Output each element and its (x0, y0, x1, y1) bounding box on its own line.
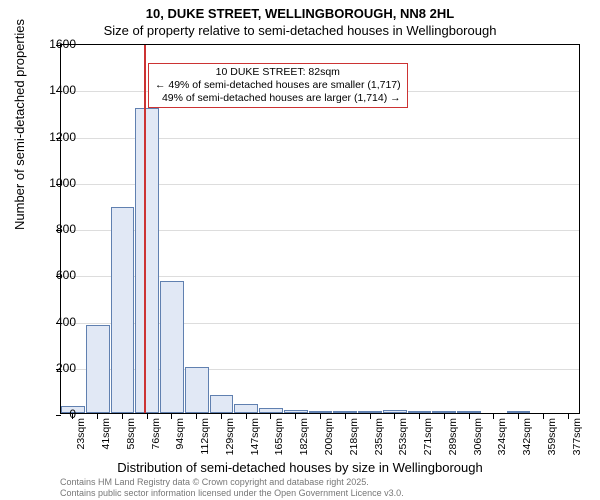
xtick-label: 147sqm (249, 418, 261, 455)
xtick-mark (270, 414, 271, 419)
xtick-mark (394, 414, 395, 419)
property-callout: 10 DUKE STREET: 82sqm← 49% of semi-detac… (148, 63, 408, 108)
xtick-label: 94sqm (174, 418, 186, 450)
ytick-label: 1600 (36, 37, 76, 51)
xtick-mark (221, 414, 222, 419)
footer-line1: Contains HM Land Registry data © Crown c… (60, 477, 404, 487)
xtick-mark (196, 414, 197, 419)
callout-line2: ← 49% of semi-detached houses are smalle… (155, 79, 401, 92)
histogram-bar (111, 207, 135, 413)
plot-region: 10 DUKE STREET: 82sqm← 49% of semi-detac… (60, 44, 580, 414)
xtick-mark (568, 414, 569, 419)
histogram-bar (457, 411, 481, 413)
histogram-bar (358, 411, 382, 413)
histogram-bar (309, 411, 333, 413)
callout-line3: 49% of semi-detached houses are larger (… (155, 92, 401, 105)
xtick-mark (543, 414, 544, 419)
histogram-bar (284, 410, 308, 413)
xtick-label: 235sqm (373, 418, 385, 455)
ytick-label: 1000 (36, 176, 76, 190)
xtick-mark (469, 414, 470, 419)
xtick-label: 41sqm (100, 418, 112, 450)
ytick-label: 0 (36, 407, 76, 421)
xtick-mark (320, 414, 321, 419)
footer-attribution: Contains HM Land Registry data © Crown c… (60, 477, 404, 498)
xtick-label: 58sqm (125, 418, 137, 450)
callout-line1: 10 DUKE STREET: 82sqm (155, 66, 401, 79)
ytick-label: 200 (36, 361, 76, 375)
xtick-label: 129sqm (224, 418, 236, 455)
histogram-bar (135, 108, 159, 413)
xtick-label: 324sqm (496, 418, 508, 455)
xtick-label: 112sqm (199, 418, 211, 455)
ytick-label: 1200 (36, 130, 76, 144)
histogram-bar (86, 325, 110, 413)
xtick-mark (419, 414, 420, 419)
xtick-mark (97, 414, 98, 419)
property-marker-line (144, 45, 146, 413)
xtick-mark (147, 414, 148, 419)
ytick-label: 1400 (36, 83, 76, 97)
xtick-label: 377sqm (571, 418, 583, 455)
histogram-bar (408, 411, 432, 413)
y-axis-label: Number of semi-detached properties (12, 19, 27, 230)
ytick-label: 600 (36, 268, 76, 282)
histogram-bar (234, 404, 258, 413)
xtick-label: 271sqm (422, 418, 434, 455)
histogram-bar (507, 411, 531, 413)
histogram-bar (259, 408, 283, 413)
xtick-label: 76sqm (150, 418, 162, 450)
histogram-bar (210, 395, 234, 414)
xtick-mark (370, 414, 371, 419)
xtick-label: 359sqm (546, 418, 558, 455)
xtick-mark (122, 414, 123, 419)
xtick-label: 342sqm (521, 418, 533, 455)
xtick-mark (246, 414, 247, 419)
footer-line2: Contains public sector information licen… (60, 488, 404, 498)
xtick-mark (171, 414, 172, 419)
title-subtitle: Size of property relative to semi-detach… (0, 21, 600, 38)
xtick-label: 218sqm (348, 418, 360, 455)
ytick-label: 400 (36, 315, 76, 329)
xtick-label: 23sqm (75, 418, 87, 450)
xtick-mark (444, 414, 445, 419)
histogram-bar (160, 281, 184, 413)
xtick-mark (295, 414, 296, 419)
xtick-label: 289sqm (447, 418, 459, 455)
histogram-bar (185, 367, 209, 413)
xtick-label: 165sqm (273, 418, 285, 455)
xtick-mark (518, 414, 519, 419)
xtick-label: 200sqm (323, 418, 335, 455)
histogram-bar (432, 411, 456, 413)
xtick-label: 182sqm (298, 418, 310, 455)
title-address: 10, DUKE STREET, WELLINGBOROUGH, NN8 2HL (0, 0, 600, 21)
xtick-mark (493, 414, 494, 419)
x-axis-label: Distribution of semi-detached houses by … (0, 460, 600, 475)
chart-area: 10 DUKE STREET: 82sqm← 49% of semi-detac… (60, 44, 580, 414)
xtick-label: 253sqm (397, 418, 409, 455)
histogram-bar (383, 410, 407, 413)
histogram-bar (333, 411, 357, 413)
xtick-mark (345, 414, 346, 419)
ytick-label: 800 (36, 222, 76, 236)
xtick-label: 306sqm (472, 418, 484, 455)
